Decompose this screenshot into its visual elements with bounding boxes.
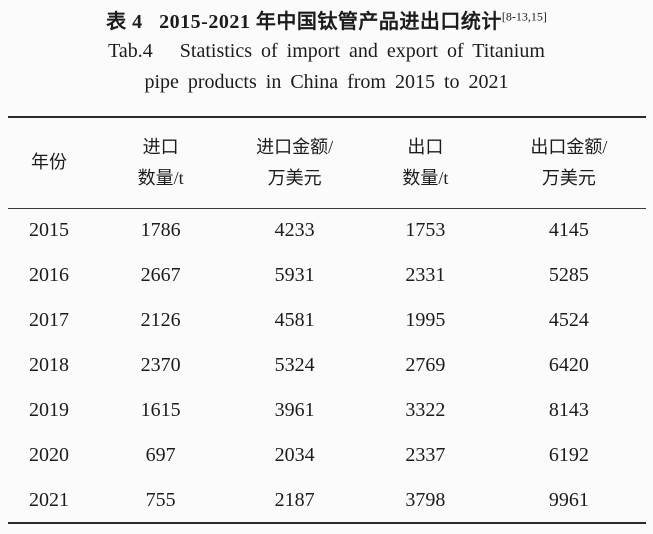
table-cell: 2016 — [28, 264, 69, 286]
table-row: 2019 1615 3961 3322 8143 — [8, 388, 646, 433]
table-cell: 2337 — [405, 444, 446, 466]
header-export-value: 出口金额/ 万美元 — [492, 117, 646, 209]
table-title-zh: 表 4 2015-2021 年中国钛管产品进出口统计[8-13,15] — [0, 8, 653, 36]
header-export-value-line2: 万美元 — [541, 167, 596, 188]
header-export-value-line1: 出口金额/ — [530, 136, 608, 157]
table-row: 2017 2126 4581 1995 4524 — [8, 298, 646, 343]
statistics-table: 年份 进口 数量/t 进口金额/ 万美元 出口 数量/t 出口金额/ 万美元 — [7, 116, 646, 524]
table-cell: 5931 — [274, 264, 315, 286]
table-cell: 5324 — [274, 354, 315, 376]
table-cell: 3798 — [405, 488, 446, 511]
table-cell: 4524 — [548, 309, 589, 331]
table-cell: 4145 — [548, 219, 589, 242]
table-title-zh-text: 表 4 2015-2021 年中国钛管产品进出口统计 — [106, 11, 502, 33]
table-cell: 2667 — [140, 264, 181, 286]
header-import-value-line2: 万美元 — [267, 167, 322, 188]
table-cell: 2370 — [140, 354, 181, 376]
table-cell: 9961 — [548, 488, 589, 511]
table-row: 2020 697 2034 2337 6192 — [8, 433, 646, 478]
table-title-en-line2: pipe products in China from 2015 to 2021 — [144, 71, 509, 93]
table-cell: 6420 — [548, 354, 589, 376]
table-cell: 3961 — [274, 399, 315, 421]
table-body: 2015 1786 4233 1753 4145 2016 2667 5931 2331 5285… — [8, 208, 646, 523]
table-cell: 8143 — [548, 399, 589, 421]
table-cell: 2021 — [28, 488, 69, 511]
header-row: 年份 进口 数量/t 进口金额/ 万美元 出口 数量/t 出口金额/ 万美元 — [7, 117, 646, 209]
header-year: 年份 — [7, 117, 91, 209]
header-import-qty-line2: 数量/t — [137, 167, 184, 188]
header-import-qty-line1: 进口 — [142, 136, 179, 157]
header-import-qty: 进口 数量/t — [90, 117, 231, 209]
header-year-label: 年份 — [30, 152, 67, 173]
table-row: 2015 1786 4233 1753 4145 — [8, 208, 646, 253]
table-cell: 3322 — [405, 399, 446, 421]
header-import-value-line1: 进口金额/ — [256, 136, 334, 157]
table-cell: 2034 — [274, 444, 315, 466]
table-cell: 2126 — [140, 309, 181, 331]
table-cell: 2331 — [405, 264, 446, 286]
citation-superscript: [8-13,15] — [501, 9, 547, 24]
header-import-value: 进口金额/ 万美元 — [230, 117, 359, 209]
table-cell: 6192 — [548, 444, 589, 466]
header-export-qty-line1: 出口 — [407, 136, 444, 157]
table-cell: 5285 — [548, 264, 589, 286]
table-cell: 2017 — [28, 309, 69, 331]
table-cell: 697 — [145, 444, 176, 466]
table-row: 2021 755 2187 3798 9961 — [8, 478, 646, 523]
table-row: 2018 2370 5324 2769 6420 — [8, 343, 646, 388]
table-caption: 表 4 2015-2021 年中国钛管产品进出口统计[8-13,15] Tab.… — [0, 0, 653, 98]
table-title-en-line1: Tab.4 Statistics of import and export of… — [108, 40, 545, 62]
table-row: 2016 2667 5931 2331 5285 — [8, 253, 646, 298]
table-cell: 2018 — [28, 354, 69, 376]
header-export-qty: 出口 数量/t — [358, 117, 493, 209]
table-cell: 1615 — [140, 399, 181, 421]
table-cell: 2019 — [28, 399, 69, 421]
table-cell: 755 — [145, 488, 176, 511]
header-export-qty-line2: 数量/t — [402, 167, 449, 188]
table-cell: 2015 — [28, 219, 69, 242]
table-cell: 2769 — [405, 354, 446, 376]
table-cell: 1995 — [405, 309, 446, 331]
table-cell: 4581 — [274, 309, 315, 331]
table-cell: 1753 — [405, 219, 446, 242]
table-cell: 2020 — [28, 444, 69, 466]
table-cell: 4233 — [274, 219, 315, 242]
table-cell: 1786 — [140, 219, 181, 242]
table-cell: 2187 — [274, 488, 315, 511]
